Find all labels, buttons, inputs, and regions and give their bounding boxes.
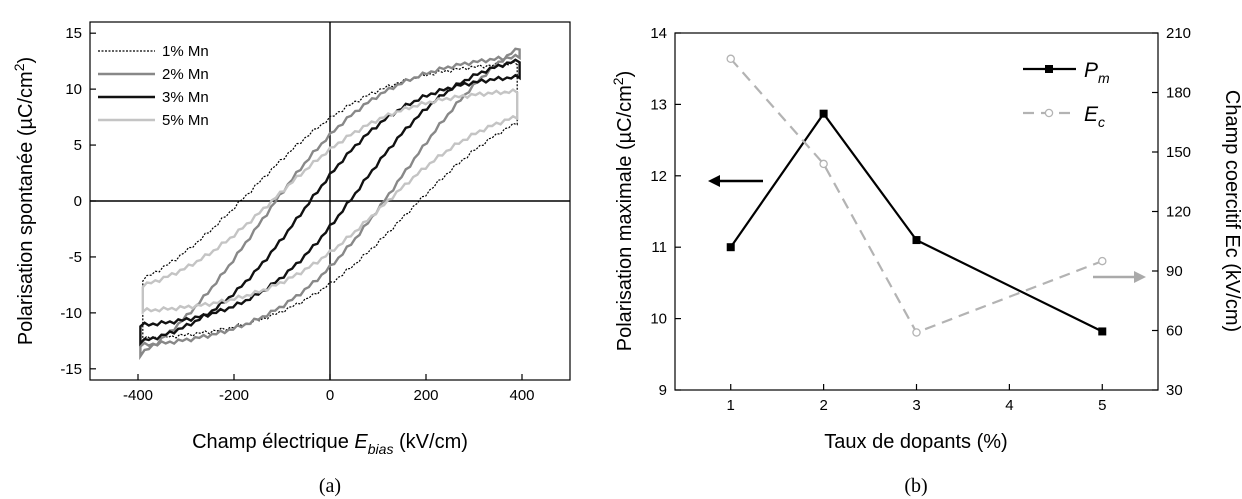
series-line-Ec [729,58,1103,334]
chart-b-panel-label: (b) [904,475,927,497]
chart-b-series [726,54,1107,337]
chart-a-panel-label: (a) [319,475,341,497]
y-tick-label: 0 [74,193,82,210]
series-line-2 [139,47,521,361]
data-point [1098,256,1107,266]
data-point [912,328,921,337]
right-y-tick-label: 120 [1166,204,1191,221]
legend-label: Ec [1084,103,1105,130]
data-point [726,243,735,252]
x-tick-label: 2 [819,397,827,414]
left-y-tick-label: 11 [651,239,667,256]
right-y-tick-label: 180 [1166,85,1191,102]
right-y-tick-label: 210 [1166,25,1191,42]
y-tick-label: 10 [65,81,82,98]
right-y-tick-label: 150 [1166,144,1191,161]
y-tick-label: 5 [74,137,82,154]
x-tick-label: 5 [1098,397,1106,414]
legend-label: 2% Mn [162,66,209,83]
y-tick-label: -15 [60,361,82,378]
chart-a-series [139,47,521,361]
data-point [819,159,828,169]
x-tick-label: 3 [912,397,920,414]
y-tick-label: 15 [65,25,82,42]
chart-a-x-ticks: -400 -200 0 200 400 [123,374,535,404]
chart-b-right-y-label: Champ coercitif Ec (kV/cm) [1221,90,1242,332]
y-tick-label: -10 [60,305,82,322]
chart-b-x-ticks: 1 2 3 4 5 [727,384,1106,414]
y-tick-label: -5 [69,249,82,266]
chart-a-legend: 1% Mn 2% Mn 3% Mn 5% Mn [98,43,209,129]
data-point [819,109,828,118]
series-line-Pm [729,111,1103,333]
right-y-tick-label: 60 [1166,323,1183,340]
data-point [912,236,921,245]
left-y-tick-label: 13 [650,96,667,113]
left-y-tick-label: 10 [650,311,667,328]
chart-b-x-label: Taux de dopants (%) [824,431,1007,453]
data-point [726,54,735,64]
chart-a-x-label: Champ électrique Ebias (kV/cm) [192,431,468,457]
right-y-tick-label: 90 [1166,263,1183,280]
x-tick-label: -200 [219,387,249,404]
legend-label: 1% Mn [162,43,209,60]
chart-a-y-ticks: -15 -10 -5 0 5 10 15 [60,25,96,378]
x-tick-label: 1 [727,397,735,414]
x-tick-label: 0 [326,387,334,404]
series-line-4 [141,88,519,315]
chart-a-y-label: Polarisation spontanée (µC/cm2) [11,57,37,345]
right-y-tick-label: 30 [1166,382,1183,399]
x-tick-label: 200 [413,387,438,404]
data-point [1098,327,1107,336]
x-tick-label: -400 [123,387,153,404]
x-tick-label: 400 [509,387,534,404]
legend-label: 3% Mn [162,89,209,106]
legend-marker [1045,65,1053,73]
chart-b-left-y-ticks: 9 10 11 12 13 14 [650,25,681,399]
left-y-tick-label: 12 [650,168,667,185]
left-y-tick-label: 14 [650,25,667,42]
left-axis-arrow [708,175,763,187]
chart-b-left-y-label: Polarisation maximale (µC/cm2) [610,71,636,352]
x-tick-label: 4 [1005,397,1013,414]
legend-label: Pm [1084,59,1110,86]
legend-marker [1044,108,1054,118]
chart-b-right-y-ticks: 30 60 90 120 150 180 210 [1152,25,1191,399]
legend-label: 5% Mn [162,112,209,129]
right-axis-arrow [1093,271,1146,283]
left-y-tick-label: 9 [659,382,667,399]
chart-a: -400 -200 0 200 400 -15 -10 -5 0 5 10 15 1% Mn 2% M… [11,21,571,497]
chart-b-legend: Pm Ec [1023,59,1110,130]
